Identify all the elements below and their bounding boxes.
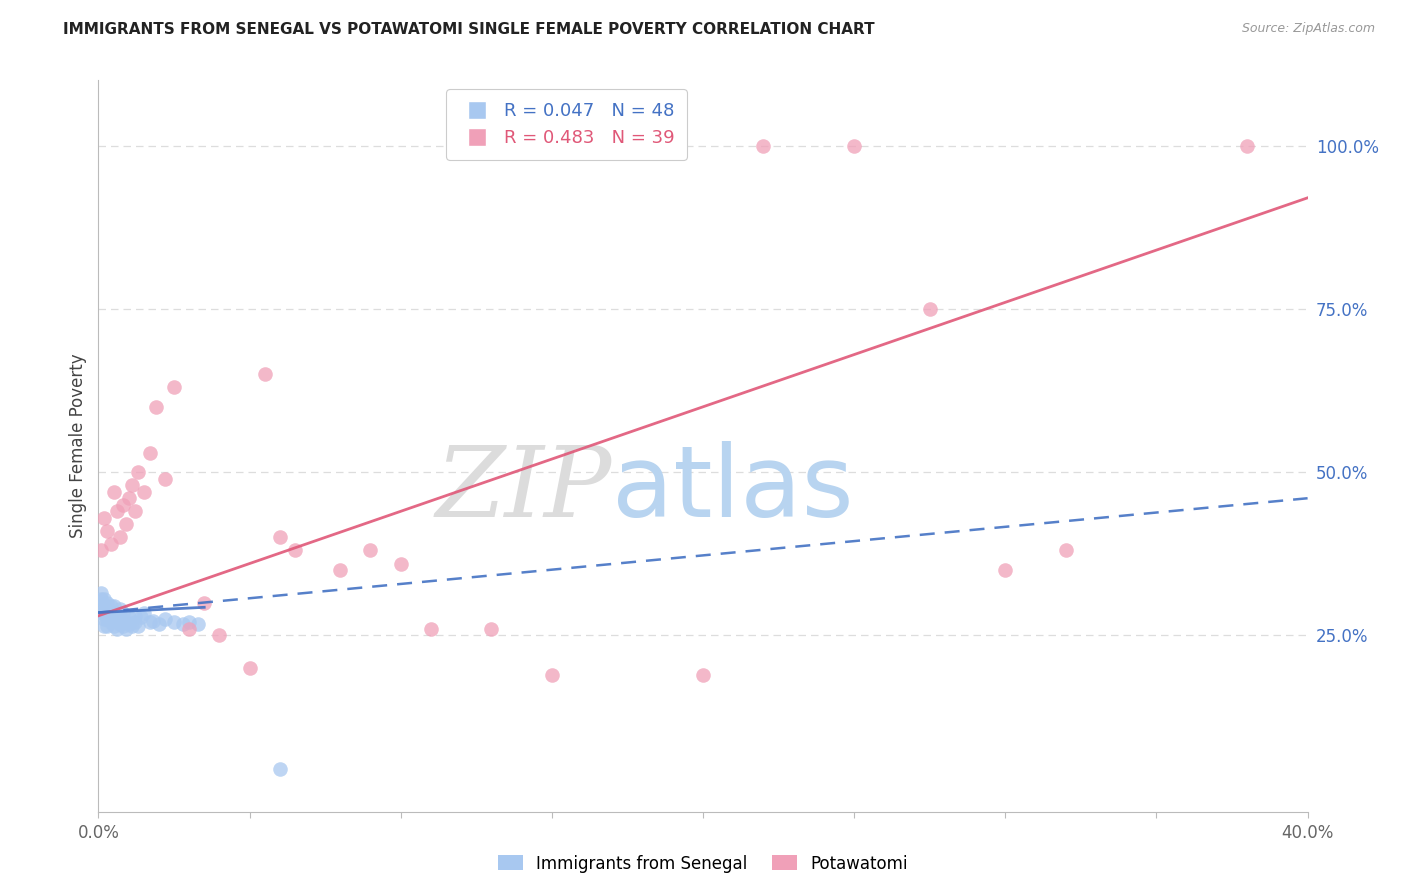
Point xyxy=(96,612,118,626)
Point xyxy=(269,530,291,544)
Point xyxy=(93,618,115,632)
Point xyxy=(179,622,201,636)
Point xyxy=(96,596,118,610)
Point xyxy=(103,612,125,626)
Point xyxy=(105,615,128,630)
Point xyxy=(105,608,128,623)
Point xyxy=(631,138,654,153)
Point xyxy=(90,543,112,558)
Point xyxy=(124,608,146,623)
Point xyxy=(93,612,115,626)
Legend: R = 0.047   N = 48, R = 0.483   N = 39: R = 0.047 N = 48, R = 0.483 N = 39 xyxy=(446,89,688,160)
Point xyxy=(105,504,128,518)
Point xyxy=(269,762,291,776)
Point xyxy=(96,524,118,538)
Point xyxy=(108,602,131,616)
Point xyxy=(284,543,307,558)
Point xyxy=(139,445,162,459)
Point xyxy=(90,586,112,600)
Point xyxy=(193,596,215,610)
Point xyxy=(93,606,115,620)
Point xyxy=(93,592,115,607)
Point xyxy=(118,616,141,631)
Point xyxy=(103,484,125,499)
Legend: Immigrants from Senegal, Potawatomi: Immigrants from Senegal, Potawatomi xyxy=(491,848,915,880)
Point xyxy=(103,606,125,620)
Point xyxy=(187,616,209,631)
Point xyxy=(111,606,134,620)
Text: Source: ZipAtlas.com: Source: ZipAtlas.com xyxy=(1241,22,1375,36)
Point xyxy=(1236,138,1258,153)
Point xyxy=(145,400,167,414)
Point xyxy=(103,618,125,632)
Point xyxy=(127,465,149,479)
Point xyxy=(121,478,143,492)
Point xyxy=(90,599,112,613)
Point xyxy=(163,615,186,630)
Point xyxy=(105,622,128,636)
Point xyxy=(127,618,149,632)
Point xyxy=(918,301,941,316)
Point xyxy=(93,511,115,525)
Point xyxy=(844,138,866,153)
Point xyxy=(179,615,201,630)
Point xyxy=(114,615,136,630)
Point xyxy=(692,667,714,681)
Point xyxy=(540,667,562,681)
Point xyxy=(208,628,231,642)
Point xyxy=(108,616,131,631)
Point xyxy=(253,367,276,381)
Point xyxy=(132,606,155,620)
Point xyxy=(100,537,122,551)
Point xyxy=(129,610,152,624)
Point xyxy=(90,606,112,620)
Point xyxy=(153,472,176,486)
Point xyxy=(329,563,352,577)
Point xyxy=(142,614,165,628)
Point xyxy=(163,380,186,394)
Point xyxy=(124,504,146,518)
Text: ZIP: ZIP xyxy=(436,442,613,538)
Point xyxy=(93,599,115,613)
Point xyxy=(994,563,1017,577)
Point xyxy=(389,557,412,571)
Point xyxy=(111,612,134,626)
Point xyxy=(103,599,125,613)
Point xyxy=(132,484,155,499)
Point xyxy=(360,543,382,558)
Point xyxy=(108,530,131,544)
Point xyxy=(100,608,122,623)
Point xyxy=(108,610,131,624)
Point xyxy=(90,592,112,607)
Point xyxy=(172,616,194,631)
Point xyxy=(118,610,141,624)
Point xyxy=(153,612,176,626)
Point xyxy=(148,616,170,631)
Text: IMMIGRANTS FROM SENEGAL VS POTAWATOMI SINGLE FEMALE POVERTY CORRELATION CHART: IMMIGRANTS FROM SENEGAL VS POTAWATOMI SI… xyxy=(63,22,875,37)
Point xyxy=(114,517,136,532)
Y-axis label: Single Female Poverty: Single Female Poverty xyxy=(69,354,87,538)
Point xyxy=(124,615,146,630)
Point xyxy=(111,498,134,512)
Point xyxy=(121,618,143,632)
Point xyxy=(1054,543,1077,558)
Point xyxy=(114,622,136,636)
Point xyxy=(420,622,443,636)
Point xyxy=(118,491,141,506)
Point xyxy=(100,599,122,613)
Point xyxy=(139,615,162,630)
Point xyxy=(96,606,118,620)
Point xyxy=(100,615,122,630)
Point xyxy=(239,661,262,675)
Point xyxy=(96,618,118,632)
Point xyxy=(752,138,775,153)
Point xyxy=(111,618,134,632)
Point xyxy=(481,622,503,636)
Text: atlas: atlas xyxy=(613,442,853,539)
